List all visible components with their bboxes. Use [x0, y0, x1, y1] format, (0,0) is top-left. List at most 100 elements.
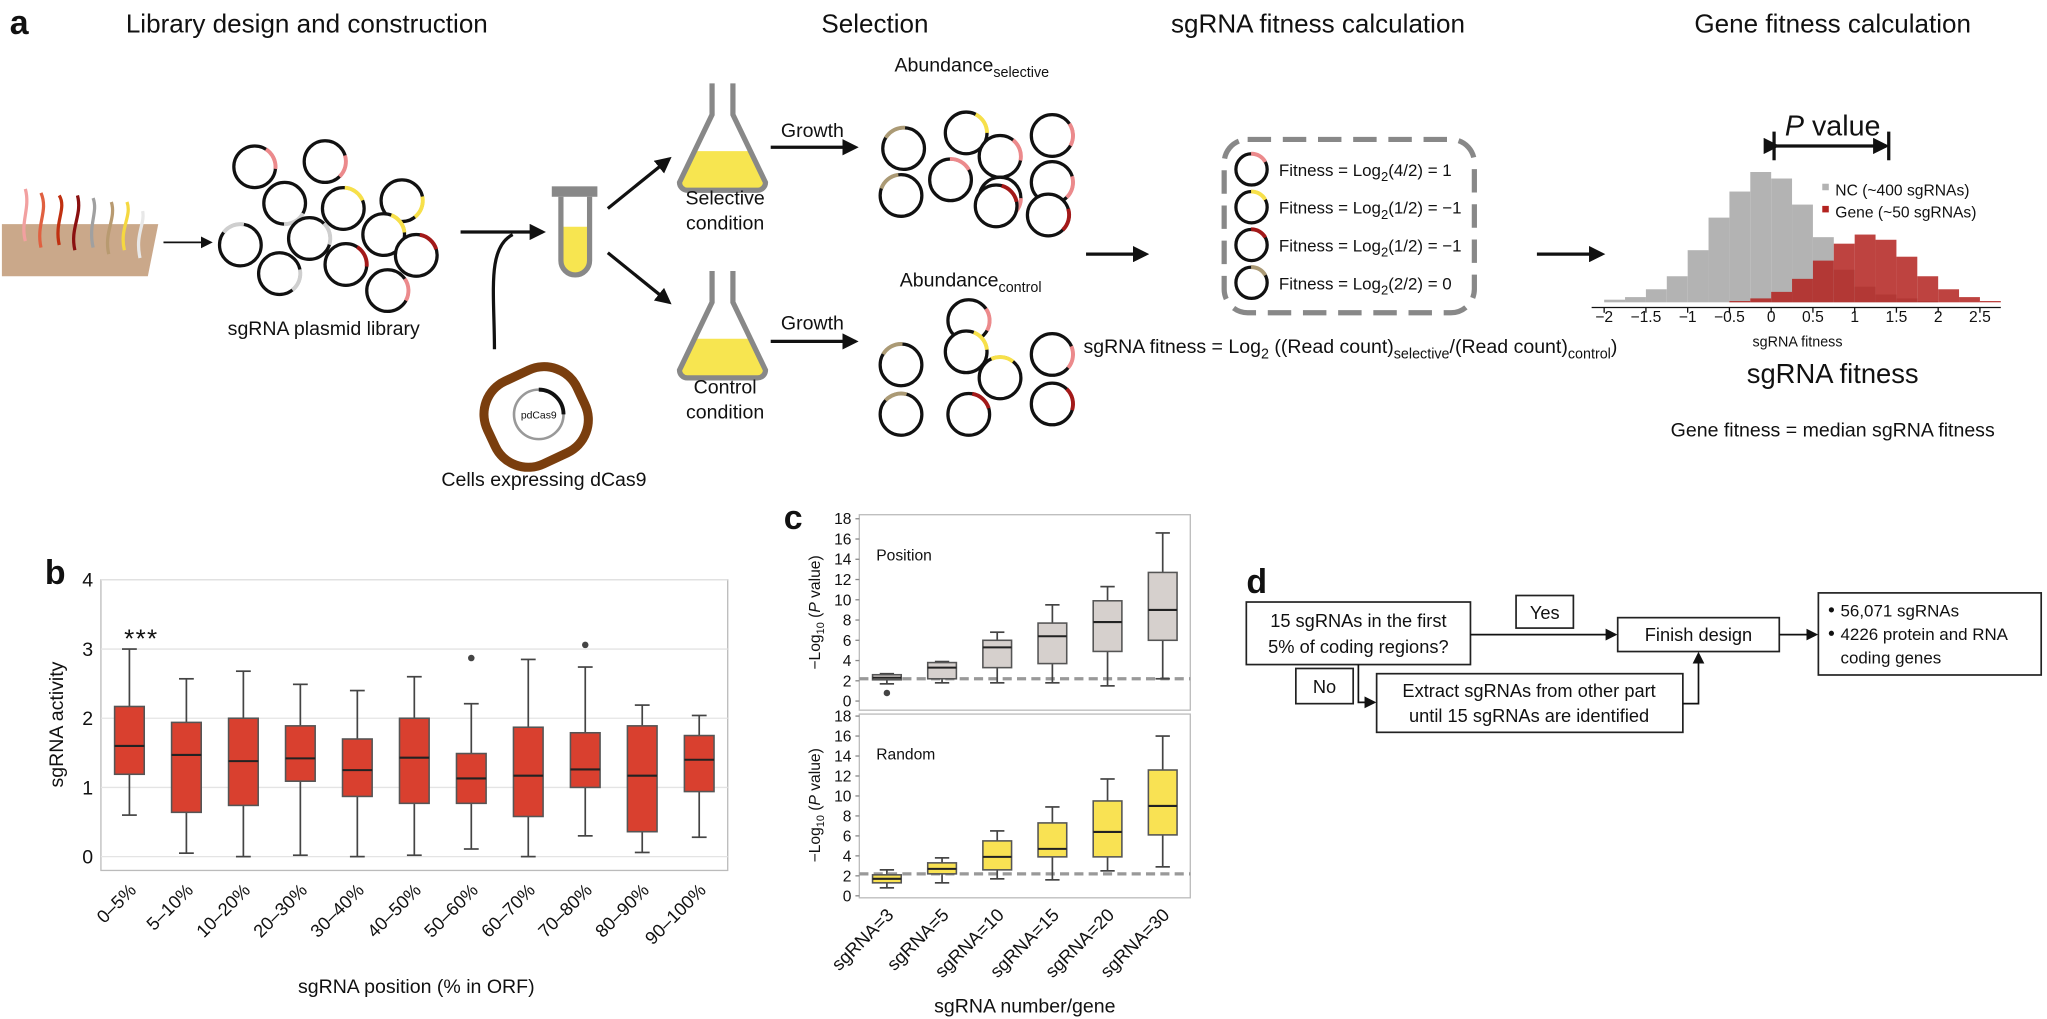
text-part: Fitness = Log [1279, 161, 1381, 180]
panel-title: Random [876, 747, 935, 764]
box [398, 717, 430, 805]
decision-box [1245, 601, 1472, 666]
plasmid-arc [538, 387, 566, 415]
p-value-bracket [1763, 131, 1891, 161]
box [626, 725, 658, 833]
chart-title: sgRNA fitness [1747, 358, 1919, 389]
plasmid-insert [1065, 175, 1075, 199]
label: Abundancecontrol [900, 270, 1042, 296]
yes-box [1515, 594, 1575, 629]
text-part: value [1804, 111, 1880, 143]
plasmid-insert [419, 232, 439, 250]
subscript: selective [993, 65, 1049, 81]
result-box [1817, 592, 2043, 676]
y-tick-label: 6 [843, 633, 852, 650]
box [982, 639, 1013, 669]
text-part: P [807, 602, 824, 613]
subscript: 2 [1381, 169, 1388, 184]
plasmid [977, 355, 1023, 401]
histogram-bar [1729, 301, 1751, 303]
y-tick-label: 0 [843, 888, 852, 905]
box [926, 661, 958, 680]
histogram-bar [1959, 297, 1980, 303]
panel-title: Position [876, 547, 932, 564]
plasmid-insert [344, 185, 365, 202]
significance: *** [124, 624, 158, 654]
histogram-bar [1750, 172, 1772, 303]
y-tick-label: 12 [834, 768, 851, 785]
text-part: Fitness = Log [1279, 274, 1381, 293]
y-tick-label: 0 [843, 694, 852, 711]
panel-letter: d [1246, 563, 1267, 601]
plasmid-insert [974, 112, 989, 134]
box [1147, 769, 1178, 836]
text-part: Fitness = Log [1279, 236, 1381, 255]
header: Gene fitness calculation [1694, 9, 1971, 39]
plasmid-insert [1061, 208, 1072, 232]
box [1092, 600, 1123, 653]
oligos [22, 188, 145, 259]
label: Growth [781, 120, 844, 142]
label: until 15 sgRNAs are identified [1409, 705, 1649, 726]
panel-letter: a [10, 4, 30, 42]
y-tick-label: 4 [82, 570, 93, 592]
plasmid-insert [413, 196, 425, 219]
text-part: P [1785, 111, 1804, 143]
x-tick-label: 5–10% [142, 879, 197, 934]
header: sgRNA fitness calculation [1171, 9, 1465, 39]
text-part: value) [807, 748, 824, 795]
fitness-line: Fitness = Log2(1/2) = −1 [1279, 236, 1462, 259]
histogram-bar [1812, 260, 1834, 303]
histogram-bar [1792, 278, 1813, 303]
x-tick-label: 90–100% [641, 879, 710, 948]
formula: sgRNA fitness = Log2 ((Read count)select… [1083, 336, 1617, 362]
header: Library design and construction [126, 9, 488, 39]
label: 5% of coding regions? [1268, 636, 1448, 657]
histogram-bar [1771, 178, 1793, 303]
label: sgRNA plasmid library [228, 318, 420, 340]
histogram-bar [1854, 234, 1876, 303]
subscript: control [1568, 346, 1611, 362]
label: 56,071 sgRNAs [1841, 601, 1960, 620]
plasmid-insert [1250, 227, 1267, 239]
panel-letter: b [45, 554, 66, 592]
y-tick-label: 14 [834, 748, 852, 765]
fitness-line: Fitness = Log2(4/2) = 1 [1279, 161, 1452, 184]
y-tick-label: 8 [843, 613, 852, 630]
plasmid-insert [1250, 189, 1267, 201]
x-tick-label: −0.5 [1714, 309, 1745, 326]
label: coding genes [1841, 648, 1942, 667]
cell [479, 362, 593, 472]
plasmid-insert [291, 269, 303, 292]
x-tick-label: −1 [1679, 309, 1697, 326]
text-part: −Log [807, 827, 824, 862]
label: Extract sgRNAs from other part [1402, 680, 1655, 701]
y-tick-label: 14 [834, 552, 852, 569]
plasmid-insert [1065, 387, 1075, 411]
x-tick-label: 0–5% [92, 879, 140, 927]
plasmid-insert [1250, 265, 1267, 277]
plasmid-insert [984, 307, 992, 332]
box [1092, 800, 1123, 858]
outlier [468, 654, 475, 662]
plot-frame [858, 514, 1191, 711]
fitness-line: Fitness = Log2(1/2) = −1 [1279, 199, 1462, 222]
text-part: Abundance [894, 55, 993, 77]
y-tick-label: 16 [834, 531, 851, 548]
flask [676, 271, 769, 381]
x-tick-label: 2.5 [1969, 309, 1991, 326]
legend-swatch [1822, 205, 1829, 213]
x-tick-label: −1.5 [1630, 309, 1661, 326]
plasmid-insert [264, 147, 278, 170]
y-tick-label: 10 [834, 592, 852, 609]
y-tick-label: 8 [843, 808, 852, 825]
plasmid [943, 329, 989, 375]
bullet [1828, 607, 1835, 613]
label: pdCas9 [521, 410, 557, 421]
plasmid-insert [881, 342, 903, 356]
histogram-bar [1645, 289, 1667, 303]
y-axis-label: −Log10 (P value) [807, 555, 827, 669]
text-part: (4/2) = 1 [1388, 161, 1452, 180]
box [1147, 571, 1178, 642]
outlier [883, 689, 891, 697]
